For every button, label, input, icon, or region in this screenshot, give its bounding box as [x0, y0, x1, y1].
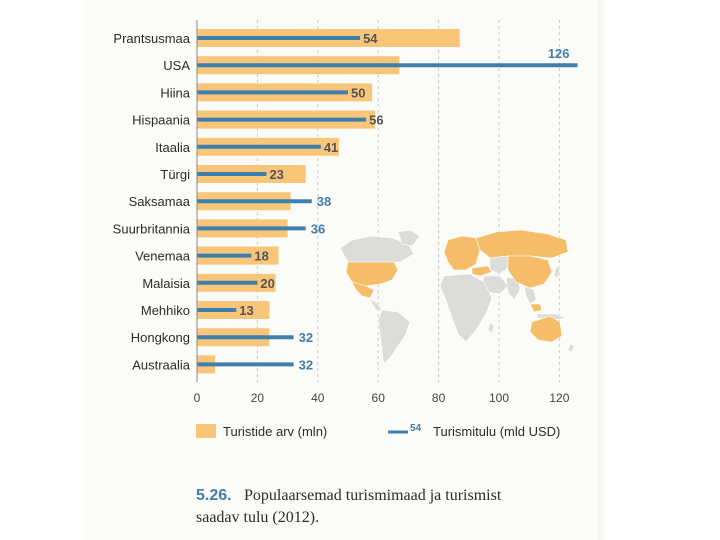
- category-label-2: Hiina: [160, 85, 190, 100]
- x-tick-label-60: 60: [372, 391, 386, 405]
- map-south-america: [377, 309, 411, 365]
- income-value-label-9: 20: [260, 276, 274, 291]
- caption-line-2: saadav tulu (2012).: [196, 509, 319, 526]
- map-russia: [475, 229, 569, 259]
- figure-caption: 5.26. Populaarsemad turismimaad ja turis…: [196, 487, 502, 526]
- category-label-4: Itaalia: [155, 140, 190, 155]
- legend-line-sample: 54: [410, 423, 422, 434]
- map-malaysia: [529, 303, 543, 313]
- category-label-3: Hispaania: [132, 113, 191, 128]
- category-labels: Prantsusmaa USA Hiina Hispaania Itaalia Türgi…: [113, 31, 191, 372]
- income-value-label-2: 50: [351, 85, 365, 100]
- category-label-8: Venemaa: [135, 249, 191, 264]
- map-new-zealand: [567, 343, 575, 353]
- x-tick-label-40: 40: [311, 391, 325, 405]
- category-label-0: Prantsusmaa: [113, 31, 190, 46]
- category-label-5: Türgi: [160, 167, 190, 182]
- income-value-label-5: 23: [269, 167, 283, 182]
- income-value-label-12: 32: [299, 357, 313, 372]
- caption-line-1: Populaarsemad turismimaad ja turismist: [244, 487, 502, 504]
- map-europe: [443, 235, 481, 271]
- income-value-label-11: 32: [299, 330, 313, 345]
- map-usa: [345, 261, 399, 287]
- x-tick-label-0: 0: [194, 391, 201, 405]
- world-map: [339, 229, 575, 365]
- page-edge-shadow: [598, 0, 606, 540]
- x-tick-label-80: 80: [432, 391, 446, 405]
- map-greenland: [397, 229, 421, 247]
- map-china: [507, 255, 553, 289]
- x-tick-labels: 0 20 40 60 80 100 120: [194, 391, 570, 405]
- map-central-america: [369, 297, 383, 311]
- category-label-1: USA: [163, 58, 190, 73]
- income-value-label-10: 13: [239, 303, 253, 318]
- income-lines: [197, 36, 578, 367]
- category-label-9: Malaisia: [142, 276, 190, 291]
- income-value-labels: 54 126 50 56 41 23 38 36 18 20 13 32 32: [239, 31, 569, 372]
- category-label-10: Mehhiko: [141, 303, 190, 318]
- income-value-label-7: 36: [311, 221, 325, 236]
- x-tick-label-120: 120: [549, 391, 569, 405]
- income-value-label-0: 54: [363, 31, 378, 46]
- legend-line-label: Turismitulu (mld USD): [433, 424, 560, 439]
- income-value-label-4: 41: [324, 140, 338, 155]
- income-value-label-6: 38: [317, 194, 331, 209]
- x-tick-label-20: 20: [251, 391, 265, 405]
- map-australia: [529, 315, 563, 343]
- legend-bar-swatch: [196, 424, 216, 438]
- legend: Turistide arv (mln) 54 Turismitulu (mld …: [196, 423, 560, 439]
- category-label-7: Suurbritannia: [113, 221, 191, 236]
- map-turkey: [471, 265, 493, 277]
- map-southeast-asia: [523, 285, 537, 305]
- category-label-6: Saksamaa: [129, 194, 191, 209]
- map-central-asia: [489, 255, 511, 275]
- category-label-12: Austraalia: [132, 357, 191, 372]
- map-africa: [439, 273, 493, 343]
- caption-number: 5.26.: [196, 487, 232, 504]
- map-madagascar: [487, 321, 495, 335]
- income-value-label-3: 56: [369, 113, 383, 128]
- income-value-label-1: 126: [548, 46, 570, 61]
- map-japan: [553, 265, 561, 279]
- income-value-label-8: 18: [254, 249, 268, 264]
- category-label-11: Hongkong: [131, 330, 190, 345]
- x-tick-label-100: 100: [489, 391, 509, 405]
- legend-bar-label: Turistide arv (mln): [223, 424, 327, 439]
